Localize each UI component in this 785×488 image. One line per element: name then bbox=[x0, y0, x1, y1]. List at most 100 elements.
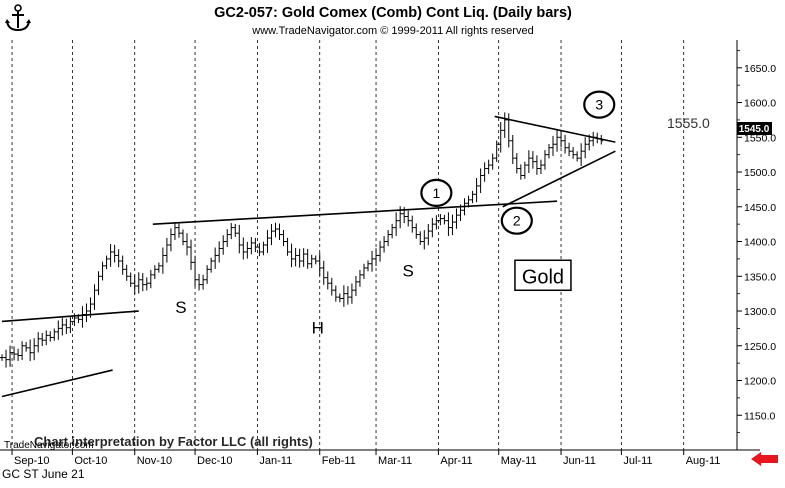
price-bar bbox=[567, 142, 572, 157]
price-bar bbox=[12, 346, 17, 361]
price-bar bbox=[176, 223, 181, 238]
price-bar bbox=[164, 237, 169, 263]
price-bar bbox=[563, 134, 568, 154]
price-bar bbox=[197, 273, 202, 291]
wave-marker-2: 2 bbox=[500, 206, 533, 235]
trendline-triangle-upper bbox=[494, 115, 616, 143]
price-bar bbox=[490, 153, 495, 170]
price-bar bbox=[542, 150, 547, 170]
wave-marker-1: 1 bbox=[420, 178, 453, 207]
last-price-label: 1545.0 bbox=[739, 124, 770, 135]
price-bar bbox=[446, 212, 451, 236]
price-bar bbox=[245, 241, 250, 259]
y-axis: 1150.0 1200.0 1250.0 1300.0 1350.0 1400.0 1450… bbox=[737, 50, 776, 434]
price-bar bbox=[317, 253, 322, 276]
price-annotation: 1555.0 bbox=[667, 115, 710, 131]
price-bar bbox=[277, 223, 282, 240]
price-bar bbox=[265, 230, 270, 253]
price-bars bbox=[0, 112, 604, 368]
price-bar bbox=[341, 285, 346, 307]
price-bar bbox=[281, 229, 286, 247]
price-bar bbox=[378, 240, 383, 262]
annotation-s-0: S bbox=[175, 298, 186, 317]
price-bar bbox=[422, 230, 427, 250]
price-bar bbox=[249, 237, 254, 255]
price-bar bbox=[269, 224, 274, 246]
watermark: TradeNavigator.com bbox=[4, 440, 94, 451]
price-bar bbox=[92, 284, 97, 310]
y-tick-label-1250: 1250.0 bbox=[744, 341, 776, 353]
x-tick-label-aug-11: Aug-11 bbox=[686, 455, 721, 467]
y-tick-label-1450: 1450.0 bbox=[744, 202, 776, 214]
price-bar bbox=[257, 242, 262, 257]
x-tick-label-sep-10: Sep-10 bbox=[14, 455, 49, 467]
y-tick-label-1350: 1350.0 bbox=[744, 271, 776, 283]
x-tick-label-may-11: May-11 bbox=[501, 455, 537, 467]
price-bar bbox=[374, 248, 379, 266]
x-tick-label-feb-11: Feb-11 bbox=[322, 455, 356, 467]
price-bar bbox=[128, 272, 133, 287]
price-bar bbox=[0, 354, 4, 361]
x-tick-label-jan-11: Jan-11 bbox=[259, 455, 292, 467]
price-bar bbox=[60, 317, 65, 336]
price-bar bbox=[180, 229, 185, 246]
price-bar bbox=[168, 228, 173, 252]
price-bar bbox=[522, 161, 527, 179]
price-bar bbox=[144, 277, 149, 291]
price-bar bbox=[100, 261, 105, 281]
price-bar bbox=[36, 332, 41, 353]
wave-marker-label: 2 bbox=[513, 213, 521, 229]
trendline-triangle-lower bbox=[502, 150, 616, 208]
price-bar bbox=[148, 269, 153, 289]
price-bar bbox=[152, 265, 157, 280]
price-bar bbox=[357, 269, 362, 287]
price-bar bbox=[579, 143, 584, 167]
x-tick-label-jun-11: Jun-11 bbox=[563, 455, 596, 467]
price-bar bbox=[96, 271, 101, 296]
price-bar bbox=[8, 345, 13, 367]
price-bar bbox=[482, 162, 487, 182]
price-bar bbox=[538, 159, 543, 174]
price-bar bbox=[329, 277, 334, 296]
price-bar bbox=[454, 208, 459, 229]
price-bar bbox=[225, 229, 230, 247]
wave-marker-3: 3 bbox=[583, 90, 616, 119]
y-tick-label-1200: 1200.0 bbox=[744, 376, 776, 388]
price-bar bbox=[80, 306, 85, 328]
price-bar bbox=[551, 135, 556, 157]
price-bar bbox=[221, 235, 226, 255]
price-bar bbox=[84, 303, 89, 322]
price-bar bbox=[301, 248, 306, 267]
x-axis: Sep-10 Oct-10 Nov-10 Dec-10 Jan-11 Feb-11 Mar-… bbox=[11, 450, 721, 467]
gold-label: Gold bbox=[522, 266, 564, 288]
price-bar bbox=[430, 217, 435, 238]
wave-marker-label: 1 bbox=[432, 185, 440, 201]
annotation-s-2: S bbox=[403, 261, 414, 280]
price-bar bbox=[370, 250, 375, 272]
price-bar bbox=[241, 237, 246, 260]
left-arrow-icon[interactable] bbox=[751, 452, 778, 466]
price-bar bbox=[297, 248, 302, 268]
annotation-h-1: H bbox=[312, 318, 324, 337]
price-bar bbox=[305, 249, 310, 269]
trendline-left-channel-upper bbox=[1, 310, 139, 323]
trendlines bbox=[1, 115, 616, 398]
price-bar bbox=[502, 112, 507, 138]
copyright-text: www.TradeNavigator.com © 1999-2011 All r… bbox=[251, 25, 533, 37]
price-bar bbox=[478, 168, 483, 194]
price-bar bbox=[365, 260, 370, 272]
price-bar bbox=[132, 274, 137, 295]
price-bar bbox=[68, 316, 73, 334]
price-bar bbox=[261, 241, 266, 256]
y-tick-label-1550: 1550.0 bbox=[744, 132, 776, 144]
y-tick-label-1600: 1600.0 bbox=[744, 98, 776, 110]
price-bar bbox=[56, 320, 61, 340]
price-bar bbox=[20, 341, 25, 361]
price-bar bbox=[201, 274, 206, 290]
price-bar bbox=[104, 255, 109, 270]
price-bar bbox=[309, 254, 314, 268]
x-tick-label-mar-11: Mar-11 bbox=[378, 455, 412, 467]
price-bar bbox=[518, 164, 523, 180]
